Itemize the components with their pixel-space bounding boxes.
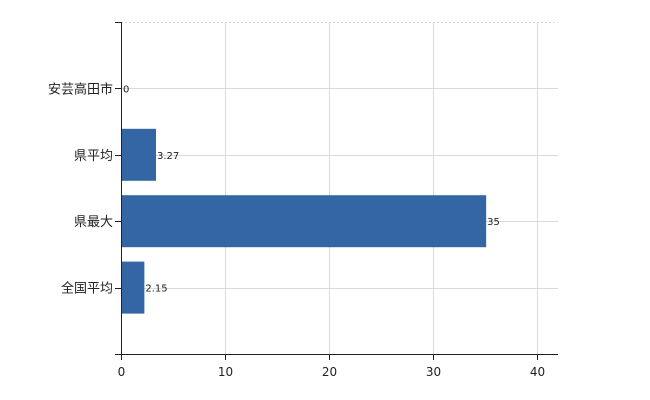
bar (122, 128, 157, 181)
x-tick-label: 40 (530, 365, 545, 379)
x-tick-label: 30 (426, 365, 441, 379)
category-label: 安芸高田市 (48, 81, 113, 97)
axes (115, 22, 558, 360)
bar (122, 195, 487, 248)
data-label: 35 (487, 217, 500, 228)
category-label: 県最大 (74, 215, 113, 230)
labels: 0 10 20 30 40 安芸高田市 0 県平均 3.27 県最大 35 全国平均 2.15 (48, 81, 545, 379)
category-label: 県平均 (74, 149, 113, 164)
data-label: 2.15 (145, 284, 167, 295)
category-label: 全国平均 (61, 281, 113, 297)
x-tick-label: 20 (322, 365, 337, 379)
bars (122, 128, 487, 314)
bar (122, 261, 145, 314)
data-label: 3.27 (157, 151, 179, 162)
data-label: 0 (123, 84, 129, 95)
x-tick-label: 10 (218, 365, 233, 379)
x-tick-label: 0 (118, 365, 126, 379)
grid-lines (121, 22, 558, 354)
